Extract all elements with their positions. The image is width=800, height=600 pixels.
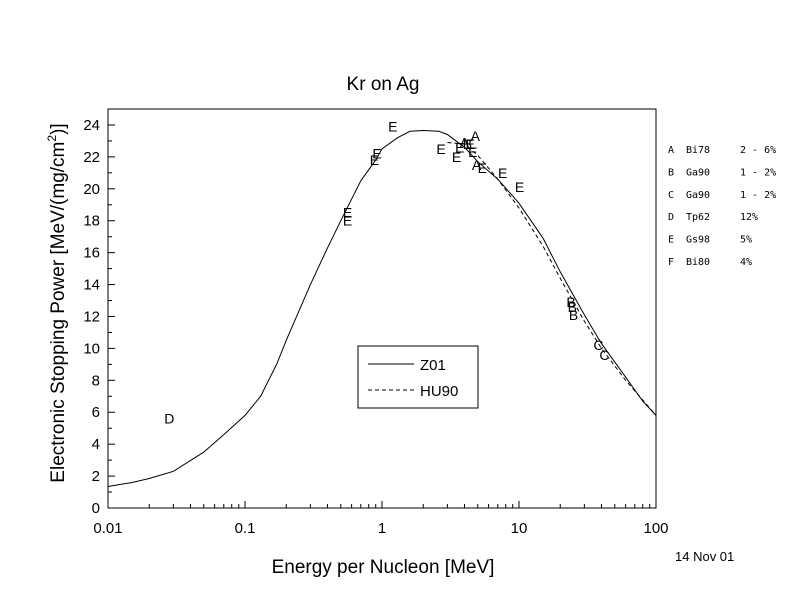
x-tick-label: 1	[378, 520, 386, 537]
chart-title: Kr on Ag	[347, 74, 420, 95]
data-point-e: E	[478, 160, 487, 176]
reference-error: 2 - 6%	[740, 145, 776, 156]
legend-label-z01: Z01	[420, 357, 446, 374]
data-point-e: E	[515, 179, 524, 195]
data-point-c: C	[599, 347, 609, 363]
data-point-e: E	[370, 152, 379, 168]
reference-code: Ga90	[686, 190, 710, 201]
data-point-e: E	[452, 149, 461, 165]
reference-code: Gs98	[686, 235, 710, 246]
y-tick-label: 10	[83, 340, 100, 357]
legend: Z01 HU90	[357, 345, 479, 409]
x-tick-label: 0.1	[235, 520, 256, 537]
y-axis-label-end: )]	[48, 123, 69, 135]
y-tick-label: 18	[83, 213, 100, 230]
y-axis-label-sup: 2	[45, 135, 59, 142]
data-point-e: E	[455, 139, 464, 155]
y-tick-label: 6	[92, 404, 100, 421]
y-tick-label: 22	[83, 149, 100, 166]
reference-letter: A	[668, 145, 674, 156]
y-tick-label: 8	[92, 372, 100, 389]
data-point-e: E	[343, 213, 352, 229]
data-point-e: E	[465, 136, 474, 152]
data-point-e: E	[436, 141, 445, 157]
reference-letter: D	[668, 212, 674, 223]
data-point-e: E	[372, 146, 381, 162]
legend-label-hu90: HU90	[420, 383, 458, 400]
x-tick-label: 10	[511, 520, 528, 537]
y-tick-label: 14	[83, 277, 100, 294]
data-point-a: A	[472, 157, 482, 173]
y-tick-label: 24	[83, 117, 100, 134]
data-point-b: B	[566, 294, 575, 310]
reference-code: Bi80	[686, 257, 710, 268]
series-line-hu90	[447, 142, 657, 416]
reference-error: 1 - 2%	[740, 190, 776, 201]
y-axis-label: Electronic Stopping Power [MeV/(mg/cm2)]	[45, 123, 69, 482]
date-stamp: 14 Nov 01	[675, 549, 735, 564]
data-point-a: A	[471, 128, 481, 144]
reference-letter: F	[668, 257, 674, 268]
reference-letter: B	[668, 167, 674, 178]
svg-text:Electronic Stopping Power [MeV: Electronic Stopping Power [MeV/(mg/cm2)]	[45, 123, 69, 482]
data-point-e: E	[388, 119, 397, 135]
data-point-b: B	[569, 307, 578, 323]
reference-list: A Bi78 2 - 6% B Ga90 1 - 2% C Ga90 1 - 2% D Tp62 12…	[668, 145, 776, 268]
y-tick-label: 0	[92, 500, 100, 517]
reference-letter: C	[668, 190, 674, 201]
y-tick-label: 20	[83, 181, 100, 198]
reference-error: 5%	[740, 235, 752, 246]
y-tick-label: 12	[83, 308, 100, 325]
y-tick-label: 4	[92, 436, 100, 453]
y-tick-label: 2	[92, 468, 100, 485]
data-point-a: A	[460, 135, 470, 151]
reference-error: 1 - 2%	[740, 167, 776, 178]
x-axis-label: Energy per Nucleon [MeV]	[272, 557, 495, 578]
reference-error: 12%	[740, 212, 758, 223]
legend-box	[357, 345, 479, 409]
series-line-z01	[107, 129, 657, 487]
y-axis-label-main: Electronic Stopping Power [MeV/(mg/cm	[48, 142, 69, 483]
data-point-e: E	[468, 144, 477, 160]
reference-code: Bi78	[686, 145, 710, 156]
reference-letter: E	[668, 235, 674, 246]
y-tick-label: 16	[83, 245, 100, 262]
data-point-e: E	[498, 165, 507, 181]
data-point-b: B	[463, 136, 472, 152]
data-point-c: C	[593, 337, 603, 353]
data-point-e: E	[343, 205, 352, 221]
data-point-d: D	[164, 411, 174, 427]
x-tick-label: 100	[643, 520, 668, 537]
reference-code: Ga90	[686, 167, 710, 178]
data-point-b: B	[568, 299, 577, 315]
x-tick-label: 0.01	[93, 520, 122, 537]
reference-code: Tp62	[686, 212, 710, 223]
reference-error: 4%	[740, 257, 752, 268]
x-axis-ticks: 0.01 0.1 1 10 100	[93, 501, 669, 537]
